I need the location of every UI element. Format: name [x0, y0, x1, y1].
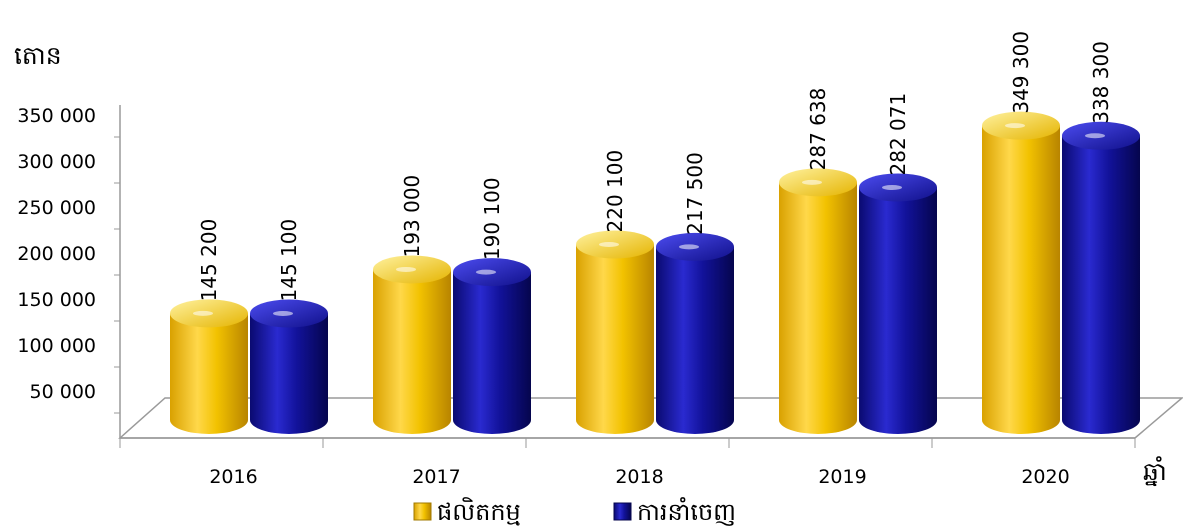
bar-body — [453, 272, 531, 434]
data-label-export-2020: 338 300 — [1089, 41, 1113, 124]
data-label-export-2016: 145 100 — [277, 219, 301, 302]
legend: ផលិតកម្ម ការនាំចេញ — [413, 497, 736, 526]
bar-body — [170, 313, 248, 434]
data-label-production-2020: 349 300 — [1009, 31, 1033, 114]
bar-body — [982, 125, 1060, 435]
x-tick-label: 2016 — [209, 466, 257, 488]
legend-swatch-production — [413, 502, 432, 521]
bar-highlight — [476, 269, 496, 275]
bar-highlight — [679, 244, 699, 250]
legend-swatch-export — [613, 502, 632, 521]
x-tick-label: 2020 — [1021, 466, 1069, 488]
y-tick-label: 350 000 — [17, 105, 96, 127]
unit-label: តោន — [14, 41, 62, 70]
bar-export-2017 — [453, 258, 531, 434]
data-label-production-2019: 287 638 — [806, 88, 830, 171]
legend-label-export: ការនាំចេញ — [637, 497, 736, 526]
bar-export-2016 — [250, 299, 328, 434]
data-label-production-2017: 193 000 — [400, 175, 424, 258]
bar-body — [656, 246, 734, 434]
bar-body — [859, 187, 937, 434]
bar-highlight — [273, 311, 293, 317]
bar-highlight — [1005, 123, 1025, 129]
data-label-production-2018: 220 100 — [603, 150, 627, 233]
bar-export-2020 — [1062, 121, 1140, 434]
x-tick-label: 2017 — [412, 466, 460, 488]
legend-label-production: ផលិតកម្ម — [437, 497, 521, 526]
bar-production-2019 — [779, 168, 857, 434]
bar-production-2017 — [373, 255, 451, 434]
bar-highlight — [882, 184, 902, 190]
x-tick-label: 2019 — [818, 466, 866, 488]
bar-production-2018 — [576, 230, 654, 434]
y-tick-label: 100 000 — [17, 335, 96, 357]
bar-highlight — [802, 179, 822, 185]
bar-highlight — [599, 242, 619, 248]
bar-production-2016 — [170, 299, 248, 434]
bar-export-2019 — [859, 173, 937, 434]
bar-export-2018 — [656, 232, 734, 434]
bar-highlight — [193, 310, 213, 316]
y-tick-label: 200 000 — [17, 243, 96, 265]
data-label-export-2018: 217 500 — [683, 152, 707, 235]
y-tick-label: 250 000 — [17, 197, 96, 219]
bar-body — [250, 313, 328, 434]
bar-highlight — [1085, 133, 1105, 139]
bar-body — [373, 269, 451, 434]
data-label-production-2016: 145 200 — [197, 219, 221, 302]
y-tick-label: 150 000 — [17, 289, 96, 311]
bar-body — [1062, 135, 1140, 434]
bar-body — [576, 244, 654, 434]
x-axis-label: ឆ្នាំ — [1143, 456, 1167, 487]
data-label-export-2019: 282 071 — [886, 93, 910, 176]
y-tick-label: 50 000 — [30, 381, 96, 403]
bar-highlight — [396, 266, 416, 272]
y-tick-label: 300 000 — [17, 151, 96, 173]
data-label-export-2017: 190 100 — [480, 177, 504, 260]
bar-production-2020 — [982, 111, 1060, 435]
bar-body — [779, 182, 857, 434]
x-tick-label: 2018 — [615, 466, 663, 488]
